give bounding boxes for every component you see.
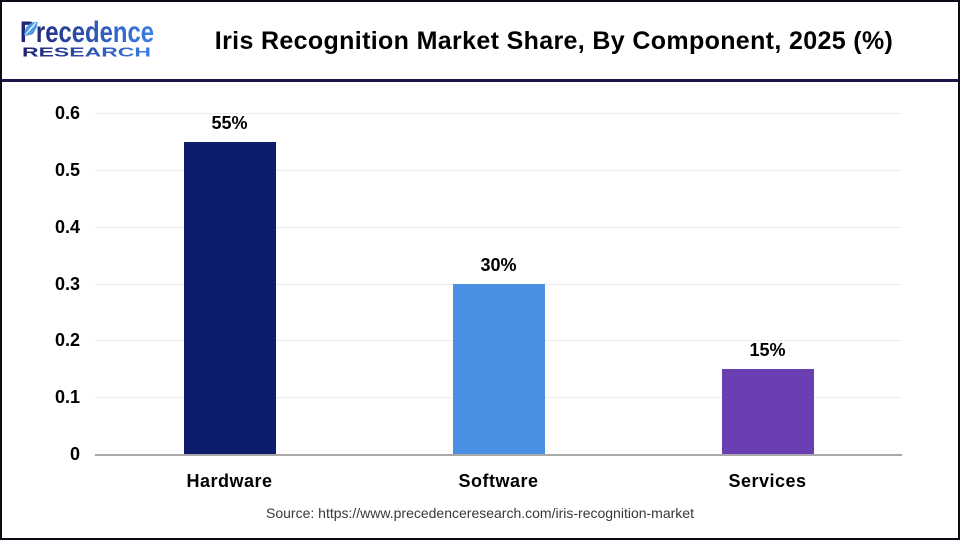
gridline-0.6 xyxy=(95,113,902,115)
source-text: Source: https://www.precedenceresearch.c… xyxy=(266,505,694,521)
x-tick-label-services: Services xyxy=(728,471,807,491)
x-axis-line xyxy=(95,454,902,456)
y-tick-label-0.3: 0.3 xyxy=(54,273,80,294)
value-label-hardware: 55% xyxy=(211,112,248,133)
y-tick-label-0.4: 0.4 xyxy=(54,216,80,237)
precedence-research-logo: Precedence RESEARCH xyxy=(20,16,154,60)
bar-services xyxy=(721,368,814,454)
bar-hardware xyxy=(183,141,276,454)
value-label-services: 15% xyxy=(749,339,786,360)
bar-software xyxy=(452,283,545,454)
gridline-0.4 xyxy=(95,226,902,228)
logo-wordmark: Precedence xyxy=(20,16,154,49)
y-tick-label-0.6: 0.6 xyxy=(54,103,80,124)
x-tick-label-software: Software xyxy=(458,471,539,491)
y-tick-label-0.2: 0.2 xyxy=(54,330,80,351)
header-divider xyxy=(2,79,958,82)
gridline-0.5 xyxy=(95,170,902,171)
y-tick-label-0.1: 0.1 xyxy=(54,387,80,408)
logo-leaf-vein-icon xyxy=(24,22,37,35)
y-tick-label-0: 0 xyxy=(69,444,80,464)
chart-title: Iris Recognition Market Share, By Compon… xyxy=(214,27,894,55)
y-tick-label-0.5: 0.5 xyxy=(54,160,80,180)
logo-subtext: RESEARCH xyxy=(22,46,151,60)
value-label-software: 30% xyxy=(480,254,517,275)
x-tick-label-hardware: Hardware xyxy=(186,471,273,491)
